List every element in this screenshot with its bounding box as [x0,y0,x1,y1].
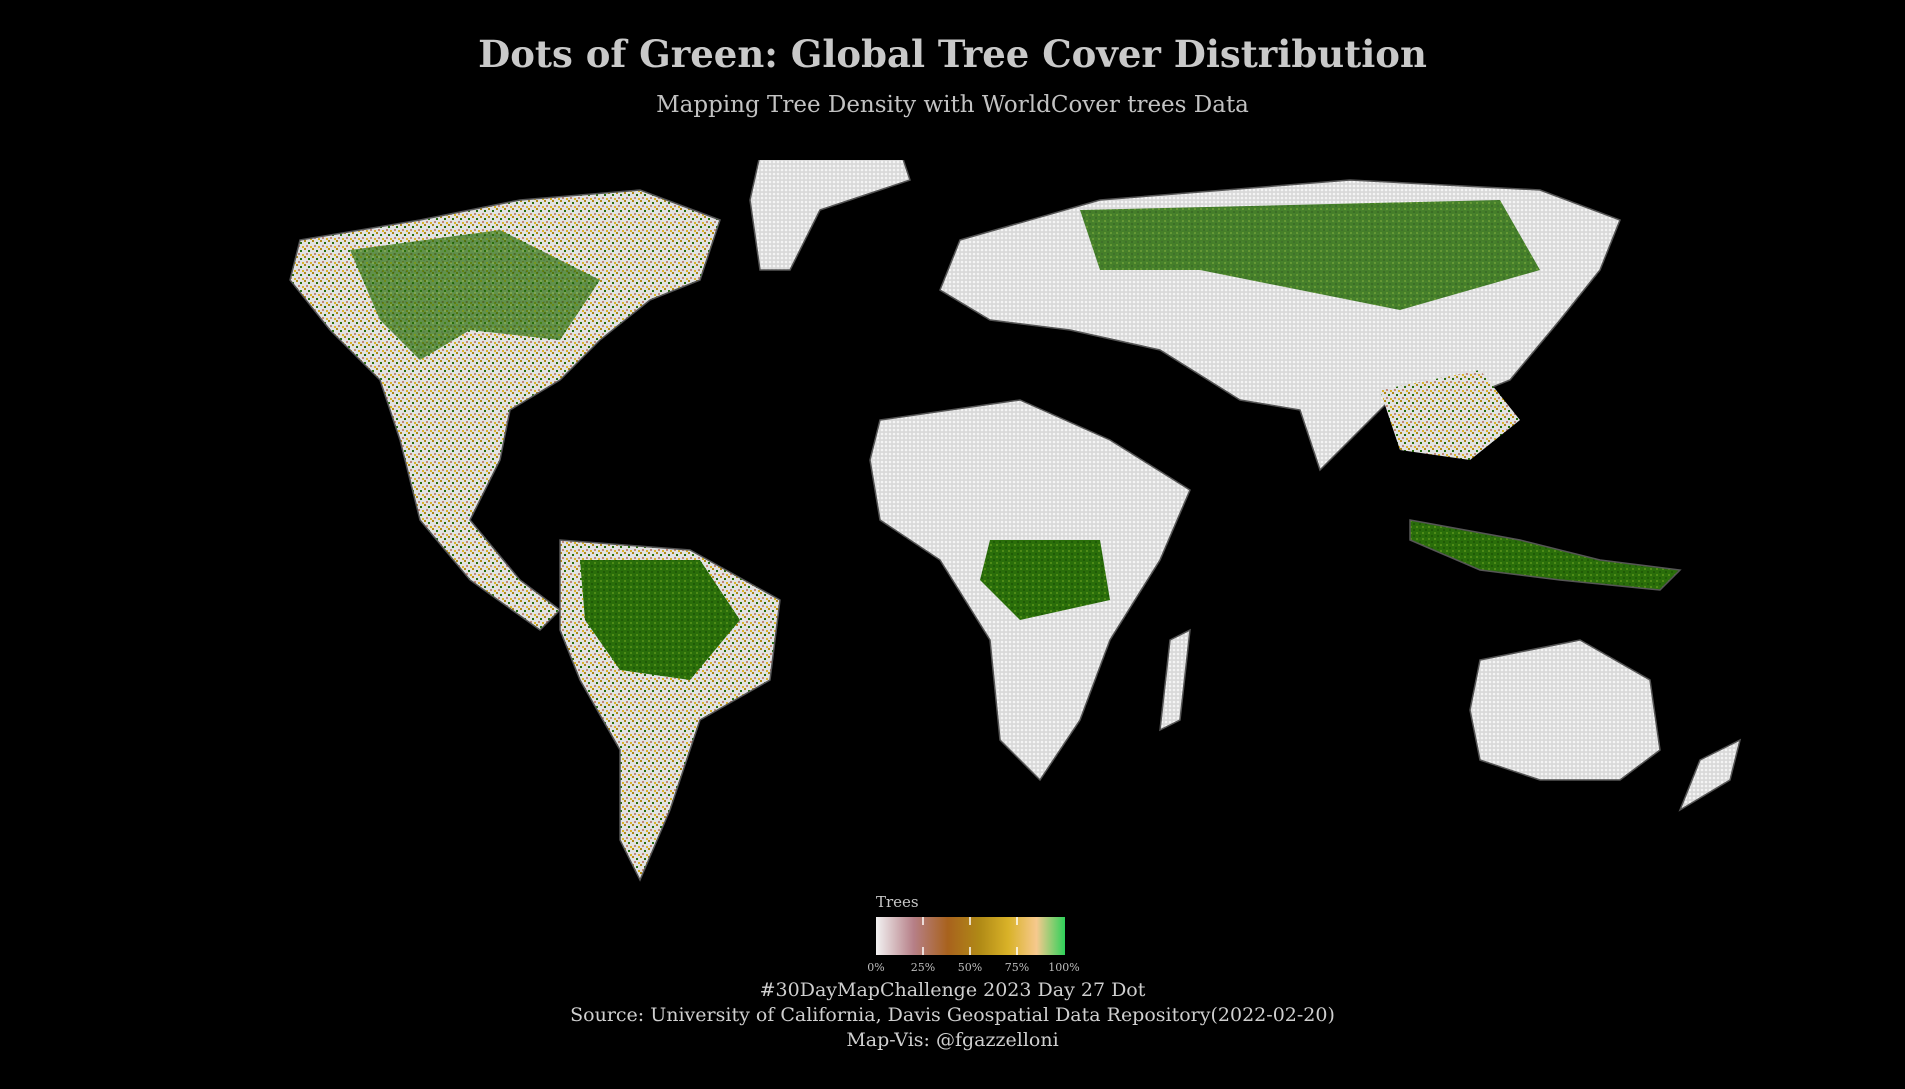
legend-tick-0: 0% [867,961,885,974]
new-zealand-landmass [1678,738,1742,812]
map-subtitle: Mapping Tree Density with WorldCover tre… [656,92,1249,118]
greenland-landmass [749,160,911,271]
madagascar-landmass [1159,628,1191,732]
southeast-asia-forest [1380,370,1520,460]
legend-title: Trees [876,893,919,911]
australia-landmass [1469,639,1661,781]
caption-challenge: #30DayMapChallenge 2023 Day 27 Dot [759,979,1146,1001]
north-america-forest [350,230,600,360]
world-map [289,160,1742,882]
congo-forest [980,540,1110,620]
map-title: Dots of Green: Global Tree Cover Distrib… [478,32,1427,76]
caption-source: Source: University of California, Davis … [570,1004,1335,1026]
legend-tick-100: 100% [1048,961,1080,974]
legend-tick-25: 25% [910,961,936,974]
legend-tick-50: 50% [957,961,983,974]
siberia-forest [1080,200,1540,310]
indonesia-landmass [1409,519,1682,591]
caption-author: Map-Vis: @fgazzelloni [846,1029,1059,1051]
legend-tick-75: 75% [1004,961,1030,974]
legend-gradient-bar [876,917,1065,955]
amazon-forest [580,560,740,680]
